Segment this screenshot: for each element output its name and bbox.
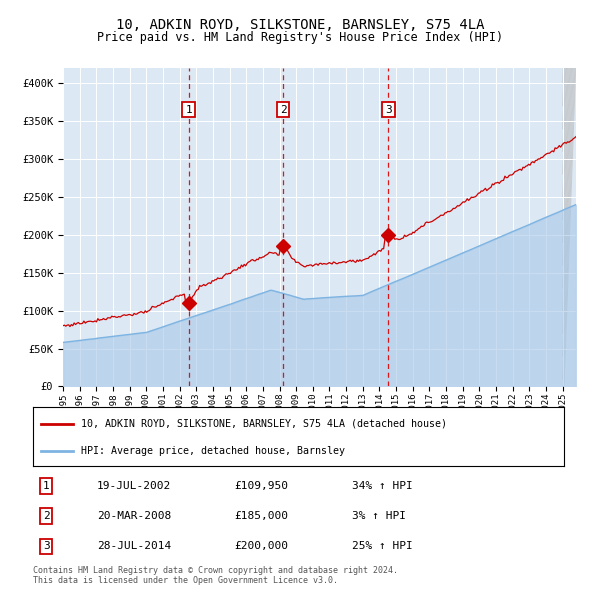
Text: 34% ↑ HPI: 34% ↑ HPI	[352, 481, 412, 491]
Text: 20-MAR-2008: 20-MAR-2008	[97, 512, 171, 521]
Text: 25% ↑ HPI: 25% ↑ HPI	[352, 542, 412, 552]
Text: 10, ADKIN ROYD, SILKSTONE, BARNSLEY, S75 4LA: 10, ADKIN ROYD, SILKSTONE, BARNSLEY, S75…	[116, 18, 484, 32]
Text: £200,000: £200,000	[235, 542, 289, 552]
Text: 10, ADKIN ROYD, SILKSTONE, BARNSLEY, S75 4LA (detached house): 10, ADKIN ROYD, SILKSTONE, BARNSLEY, S75…	[81, 419, 447, 428]
Text: £109,950: £109,950	[235, 481, 289, 491]
Text: 1: 1	[43, 481, 50, 491]
Text: 28-JUL-2014: 28-JUL-2014	[97, 542, 171, 552]
Text: 19-JUL-2002: 19-JUL-2002	[97, 481, 171, 491]
Text: £185,000: £185,000	[235, 512, 289, 521]
Text: 1: 1	[185, 104, 192, 114]
Text: HPI: Average price, detached house, Barnsley: HPI: Average price, detached house, Barn…	[81, 446, 345, 455]
Text: Contains HM Land Registry data © Crown copyright and database right 2024.: Contains HM Land Registry data © Crown c…	[33, 566, 398, 575]
Text: 2: 2	[280, 104, 287, 114]
Text: Price paid vs. HM Land Registry's House Price Index (HPI): Price paid vs. HM Land Registry's House …	[97, 31, 503, 44]
Text: 3: 3	[43, 542, 50, 552]
Text: 3% ↑ HPI: 3% ↑ HPI	[352, 512, 406, 521]
Text: This data is licensed under the Open Government Licence v3.0.: This data is licensed under the Open Gov…	[33, 576, 338, 585]
Text: 3: 3	[385, 104, 392, 114]
Text: 2: 2	[43, 512, 50, 521]
